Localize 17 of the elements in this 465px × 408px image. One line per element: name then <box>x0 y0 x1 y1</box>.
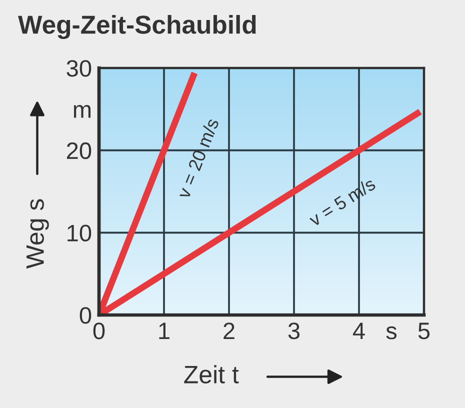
x-tick-label: 2 <box>224 322 234 340</box>
x-tick-label: 1 <box>159 322 170 340</box>
y-tick-label: 30 <box>66 60 92 77</box>
y-axis-title: Weg s <box>26 199 49 269</box>
x-tick-label: 5 <box>418 322 430 340</box>
x-tick-label: s <box>386 326 397 340</box>
x-tick-label: 3 <box>288 322 300 340</box>
y-tick-label: 10 <box>68 224 92 242</box>
y-tick-label: 20 <box>66 142 92 160</box>
x-tick-label: 4 <box>352 322 365 340</box>
y-tick-label: m <box>74 105 90 118</box>
text: v = 5 m/s <box>307 176 376 227</box>
x-axis-title: Zeit t <box>184 365 239 384</box>
text: v = 20 m/s <box>176 117 220 200</box>
x-tick-label: 0 <box>93 322 105 340</box>
y-tick-label: 0 <box>80 307 92 324</box>
chart-title: Weg-Zeit-Schaubild <box>18 14 256 40</box>
